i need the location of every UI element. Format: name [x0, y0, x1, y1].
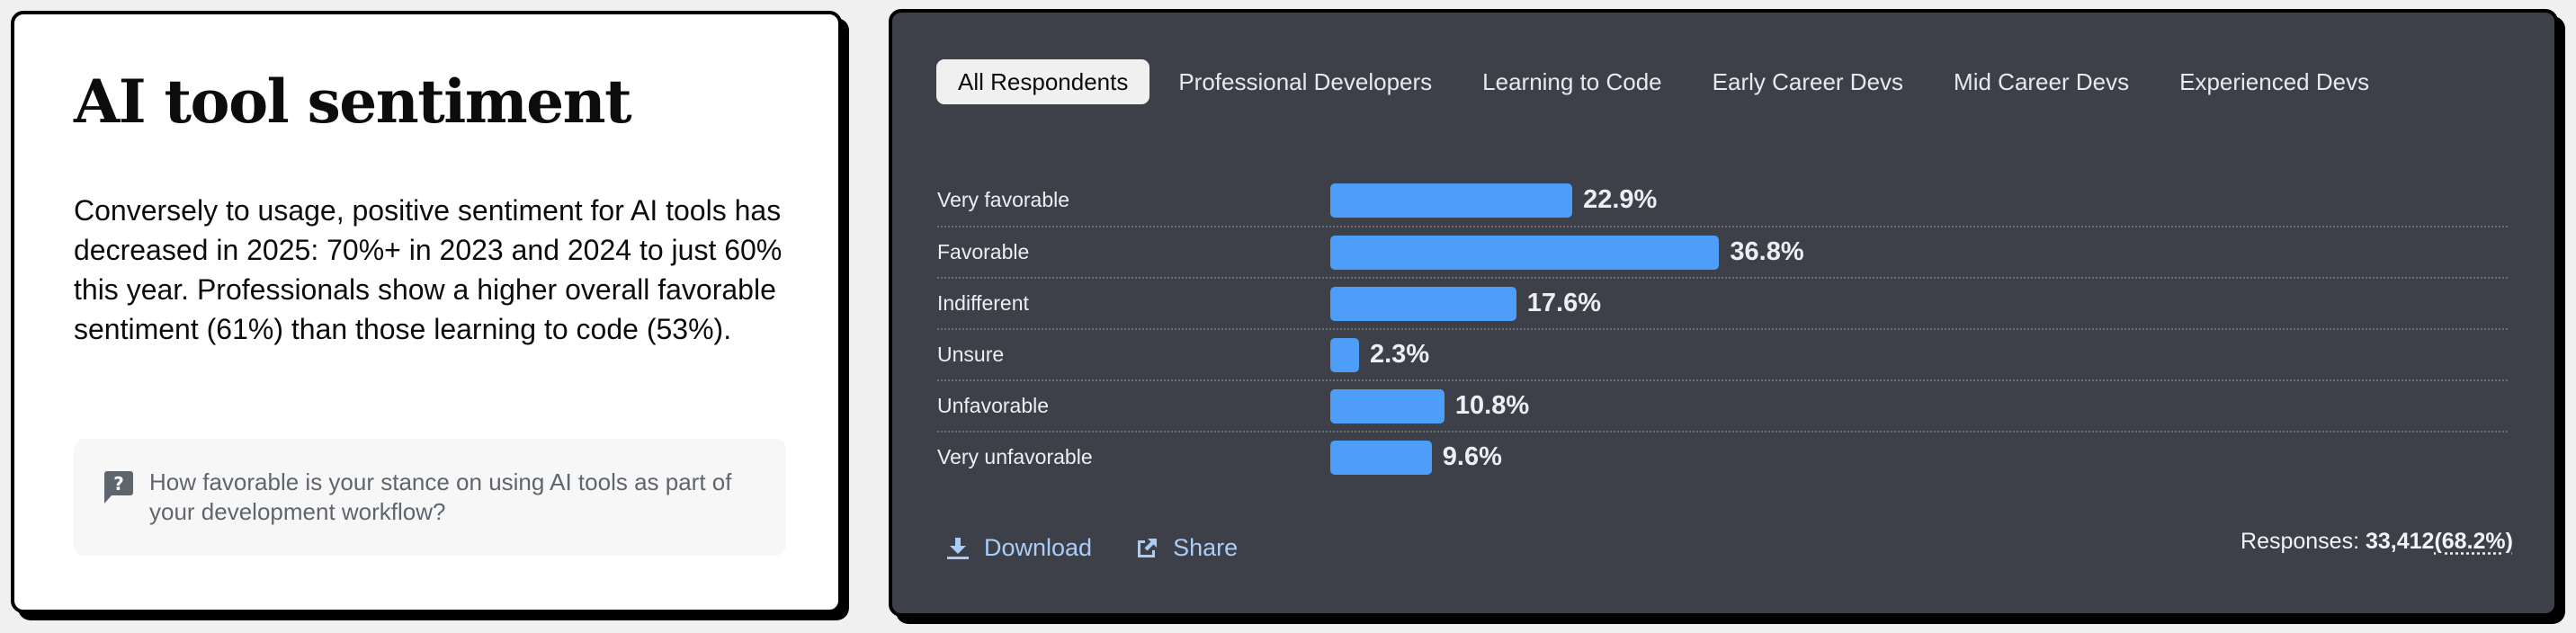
tab-mid-career-devs[interactable]: Mid Career Devs [1954, 67, 2130, 95]
bar [1330, 337, 1359, 372]
survey-question-box: ? How favorable is your stance on using … [74, 439, 786, 556]
bar-wrap: 2.3% [1330, 337, 2508, 372]
bar [1330, 183, 1573, 218]
share-label: Share [1173, 534, 1239, 561]
chart-row: Favorable 36.8% [937, 226, 2508, 277]
bar-wrap: 17.6% [1330, 286, 2508, 321]
chart-actions: Download Share [946, 534, 1238, 562]
bar-wrap: 36.8% [1330, 235, 2508, 270]
respondent-filter-tabs: All Respondents Professional Developers … [936, 59, 2398, 104]
share-button[interactable]: Share [1135, 534, 1238, 562]
row-label: Indifferent [937, 291, 1029, 315]
row-label: Unsure [937, 343, 1005, 366]
row-label: Very favorable [937, 188, 1070, 211]
tab-early-career-devs[interactable]: Early Career Devs [1712, 67, 1904, 95]
bar-chart: Very favorable 22.9% Favorable 36.8% Ind… [937, 174, 2508, 482]
bar-value: 2.3% [1370, 340, 1430, 369]
row-label: Favorable [937, 240, 1030, 263]
tab-all-respondents[interactable]: All Respondents [936, 59, 1150, 104]
row-label: Unfavorable [937, 394, 1050, 417]
bar-value: 36.8% [1730, 237, 1804, 266]
download-button[interactable]: Download [946, 534, 1092, 562]
bar-wrap: 9.6% [1330, 440, 2508, 475]
chart-panel: All Respondents Professional Developers … [889, 9, 2558, 617]
chart-row: Unfavorable 10.8% [937, 379, 2508, 431]
info-card: AI tool sentiment Conversely to usage, p… [11, 11, 842, 613]
tab-professional-developers[interactable]: Professional Developers [1178, 67, 1433, 95]
bar-value: 9.6% [1442, 442, 1502, 471]
chart-row: Very unfavorable 9.6% [937, 431, 2508, 482]
tab-learning-to-code[interactable]: Learning to Code [1482, 67, 1662, 95]
chart-row: Unsure 2.3% [937, 328, 2508, 379]
page-title: AI tool sentiment [74, 67, 632, 137]
chart-row: Very favorable 22.9% [937, 174, 2508, 226]
external-share-icon [1138, 538, 1158, 557]
response-rate[interactable]: (68.2%) [2434, 529, 2513, 554]
bar [1330, 440, 1432, 475]
tab-experienced-devs[interactable]: Experienced Devs [2179, 67, 2370, 95]
row-label: Very unfavorable [937, 445, 1093, 468]
bar-wrap: 10.8% [1330, 388, 2508, 423]
bar [1330, 235, 1720, 270]
bar [1330, 388, 1445, 423]
download-label: Download [984, 534, 1093, 561]
download-icon [947, 537, 969, 559]
bar-value: 17.6% [1526, 289, 1602, 317]
bar-value: 22.9% [1583, 185, 1658, 214]
question-speech-bubble-icon: ? [104, 471, 133, 504]
responses-summary: Responses: 33,412(68.2%) [2241, 529, 2513, 555]
responses-label: Responses: [2241, 529, 2366, 554]
responses-count: 33,412 [2365, 529, 2435, 554]
survey-question-text: How favorable is your stance on using AI… [149, 468, 732, 525]
chart-row: Indifferent 17.6% [937, 277, 2508, 328]
svg-text:?: ? [113, 473, 124, 495]
bar-wrap: 22.9% [1330, 183, 2508, 218]
bar-value: 10.8% [1454, 391, 1530, 420]
description-text: Conversely to usage, positive sentiment … [74, 194, 783, 345]
bar [1330, 286, 1516, 321]
